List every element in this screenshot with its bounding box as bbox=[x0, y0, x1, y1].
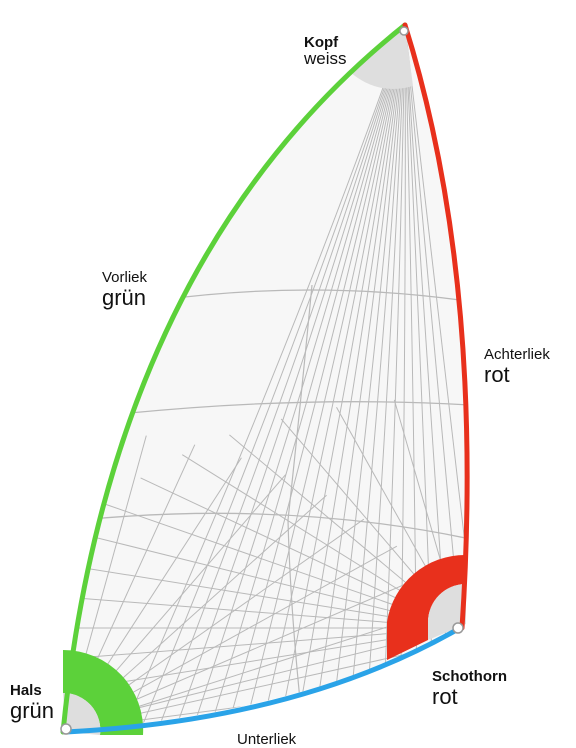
panel-seam bbox=[236, 25, 406, 730]
clew-patch bbox=[387, 554, 466, 660]
label-schothorn-title: Schothorn bbox=[432, 668, 507, 685]
label-hals-title: Hals bbox=[10, 682, 42, 699]
panel-seam bbox=[308, 25, 406, 730]
clew-grommet bbox=[452, 622, 464, 634]
label-unterliek: Unterliek bbox=[237, 731, 297, 748]
label-vorliek-title: Vorliek bbox=[102, 269, 148, 286]
label-achterliek-color: rot bbox=[484, 362, 510, 387]
panel-seam bbox=[362, 25, 406, 730]
label-kopf-title: Kopf bbox=[304, 34, 339, 51]
panel-seam bbox=[344, 25, 406, 730]
label-kopf-color: weiss bbox=[304, 49, 347, 68]
panel-seam bbox=[159, 289, 461, 301]
head-grommet bbox=[399, 26, 409, 36]
panel-seam bbox=[326, 25, 406, 730]
label-hals-color: grün bbox=[10, 698, 55, 723]
luff-edge-vorliek bbox=[60, 22, 408, 735]
foot-edge-unterliek bbox=[63, 625, 463, 735]
tack-inner-patch bbox=[63, 692, 101, 735]
panel-seam bbox=[254, 25, 406, 730]
label-hals: Hals grün bbox=[10, 683, 54, 722]
panel-seam bbox=[79, 512, 468, 541]
head-patch bbox=[350, 25, 413, 89]
label-schothorn: Schothorn rot bbox=[432, 669, 507, 708]
panel-seam bbox=[404, 25, 468, 730]
panel-seam bbox=[109, 25, 406, 730]
panel-seam bbox=[218, 25, 406, 730]
sail-body bbox=[65, 25, 468, 730]
label-vorliek-color: grün bbox=[102, 285, 147, 310]
label-vorliek: Vorliek grün bbox=[102, 270, 147, 309]
label-achterliek-title: Achterliek bbox=[484, 346, 550, 363]
panel-seam bbox=[272, 25, 406, 730]
panel-seam bbox=[163, 25, 406, 730]
panel-seam bbox=[181, 25, 406, 730]
tack-grommet bbox=[60, 723, 72, 735]
label-kopf: Kopf weiss bbox=[304, 35, 347, 67]
panel-seam bbox=[199, 25, 406, 730]
label-achterliek: Achterliek rot bbox=[484, 347, 550, 386]
label-schothorn-color: rot bbox=[432, 684, 458, 709]
panel-seam bbox=[404, 25, 437, 730]
tack-patch bbox=[63, 649, 144, 735]
panel-seam bbox=[287, 284, 313, 701]
panel-seam bbox=[127, 25, 406, 730]
leech-edge-achterliek bbox=[402, 22, 470, 631]
panel-seam bbox=[109, 401, 468, 416]
